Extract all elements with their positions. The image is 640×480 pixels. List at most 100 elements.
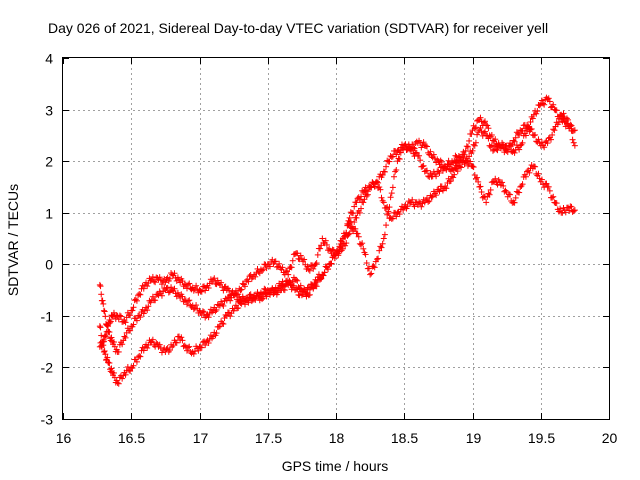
data-point-track-b [122,334,129,341]
data-point-track-b [360,245,367,252]
data-point-track-c [248,298,255,305]
data-point-track-c [499,141,506,148]
data-point-track-b [387,194,394,201]
data-point-track-b [562,209,569,216]
data-point-track-c [344,220,351,227]
data-point-track-b [165,289,172,296]
data-point-track-a [464,143,471,150]
data-point-track-c [360,189,367,196]
data-point-track-a [540,100,547,107]
data-point-track-c [474,131,481,138]
data-point-track-a [466,137,473,144]
data-point-track-c [393,213,400,220]
data-point-track-b [121,333,128,340]
data-point-track-c [471,142,478,149]
data-point-track-a [306,267,313,274]
data-point-track-c [373,178,380,185]
data-point-track-a [484,122,491,129]
data-point-track-b [127,327,134,334]
data-point-track-c [524,122,531,129]
data-point-track-c [144,344,151,351]
data-point-track-c [105,359,112,366]
data-point-track-b [487,186,494,193]
data-point-track-a [529,115,536,122]
data-point-track-c [551,127,558,134]
data-point-track-c [178,334,185,341]
data-point-track-c [560,110,567,117]
data-point-track-b [396,156,403,163]
data-point-track-a [136,291,143,298]
data-point-track-c [149,336,156,343]
data-point-track-b [96,281,103,288]
data-point-track-a [323,241,330,248]
data-point-track-a [273,264,280,271]
data-point-track-a [422,143,429,150]
data-point-track-a [511,149,518,156]
data-point-track-b [486,191,493,198]
data-point-track-a [279,264,286,271]
data-point-track-a [252,273,259,280]
axis-ticks [63,58,610,420]
data-point-track-c [306,291,313,298]
data-point-track-b [485,190,492,197]
data-point-track-a [158,281,165,288]
data-point-track-a [304,263,311,270]
data-point-track-b [115,348,122,355]
data-point-track-b [130,321,137,328]
data-point-track-b [101,308,108,315]
x-tick-label: 16 [56,430,72,446]
data-point-track-c [115,380,122,387]
data-point-track-c [512,134,519,141]
data-point-track-a [238,286,245,293]
data-point-track-c [385,210,392,217]
data-point-track-c [183,347,190,354]
data-point-track-c [328,260,335,267]
data-point-track-b [553,200,560,207]
data-point-track-b [100,307,107,314]
x-tick-labels: 16 16.5 17 17.5 18 18.5 19 19.5 20 [56,430,618,446]
data-point-track-c [108,365,115,372]
data-point-track-c [122,371,129,378]
y-tick-label: 0 [45,257,53,273]
data-point-track-c [179,337,186,344]
data-point-track-a [388,154,395,161]
data-point-track-a [363,192,370,199]
data-point-track-b [568,203,575,210]
data-point-track-a [245,278,252,285]
data-point-track-c [384,204,391,211]
data-point-track-c [104,354,111,361]
data-point-track-a [361,196,368,203]
data-point-track-a [519,139,526,146]
data-point-track-c [110,369,117,376]
data-point-track-b [474,174,481,181]
data-point-track-a [297,252,304,259]
data-point-track-a [492,136,499,143]
data-point-track-c [245,299,252,306]
data-point-track-b [365,265,372,272]
data-point-track-c [364,188,371,195]
data-point-track-c [270,290,277,297]
data-point-track-a [310,265,317,272]
data-point-track-c [472,139,479,146]
data-point-track-b [362,251,369,258]
data-point-track-a [152,279,159,286]
data-point-track-c [350,210,357,217]
data-point-track-c [383,204,390,211]
data-point-track-c [281,287,288,294]
data-point-track-c [488,142,495,149]
data-point-track-b [478,189,485,196]
data-point-track-a [162,279,169,286]
data-point-track-b [201,309,208,316]
data-point-track-b [186,297,193,304]
data-point-track-c [388,215,395,222]
data-point-track-b [550,193,557,200]
data-point-track-b [231,292,238,299]
data-point-track-a [149,273,156,280]
data-point-track-c [504,149,511,156]
data-point-track-c [549,131,556,138]
data-point-track-c [409,196,416,203]
data-point-track-c [428,194,435,201]
data-point-track-c [429,193,436,200]
data-point-track-c [297,282,304,289]
data-point-track-a [144,283,151,290]
